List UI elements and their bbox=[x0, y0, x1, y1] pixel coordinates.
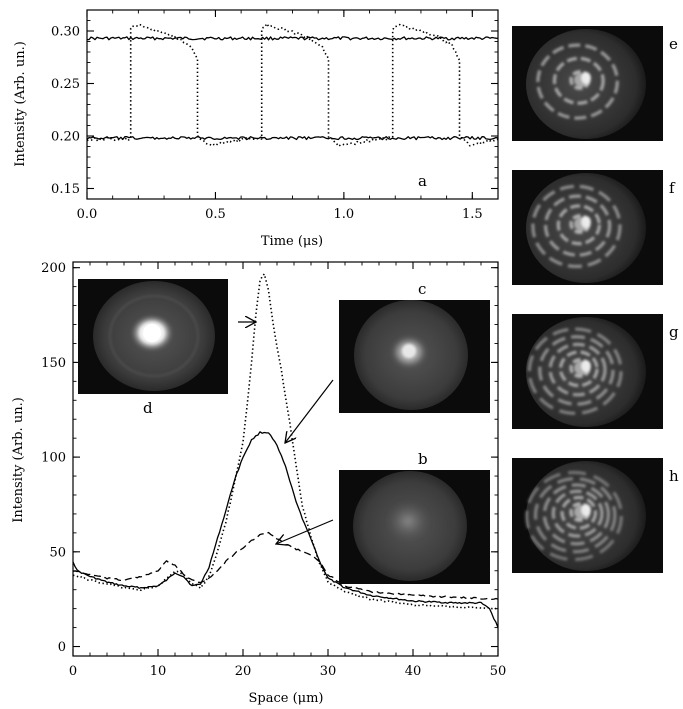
profile-y-tick-label: 0 bbox=[58, 640, 66, 655]
speckle-photos: e f g h bbox=[512, 26, 679, 573]
profile-x-tick-label: 40 bbox=[405, 664, 422, 679]
profile-series-solid bbox=[72, 431, 499, 628]
arrow-b bbox=[276, 519, 334, 544]
profile-frame bbox=[72, 261, 499, 657]
inset-label-c: c bbox=[418, 280, 426, 298]
profile-x-tick-label: 10 bbox=[150, 664, 167, 679]
profile-x-tick-label: 20 bbox=[235, 664, 252, 679]
panel-a-series-solid bbox=[86, 135, 499, 141]
panel-a-y-tick-label: 0.20 bbox=[51, 130, 80, 145]
panel-a-y-tick-label: 0.15 bbox=[51, 182, 80, 197]
speckle-photo-label-e: e bbox=[669, 35, 678, 53]
profile-series-dotted bbox=[72, 273, 499, 610]
profile-x-tick-label: 30 bbox=[320, 664, 337, 679]
inset-photo-d bbox=[78, 279, 228, 394]
arrow-c bbox=[285, 379, 334, 443]
inset-photo-b bbox=[339, 470, 490, 584]
profile-y-tick-label: 200 bbox=[41, 261, 66, 276]
panel-a-series-solid bbox=[86, 36, 499, 41]
profile-y-tick-label: 100 bbox=[41, 451, 66, 466]
profile-chart: 0 10 20 30 40 50 0 50 100 150 200 Space (μm) Inten… bbox=[11, 261, 506, 706]
panel-a-x-axis-label: Time (μs) bbox=[261, 234, 323, 249]
panel-a-series-dotted bbox=[86, 22, 499, 148]
panel-a-x-tick-label: 0.0 bbox=[77, 207, 98, 222]
panel-a-label: a bbox=[418, 172, 427, 190]
inset-photo-c bbox=[339, 300, 490, 413]
inset-label-d: d bbox=[143, 399, 153, 417]
panel-a-x-tick-label: 0.5 bbox=[205, 207, 226, 222]
panel-a-x-tick-label: 1.0 bbox=[334, 207, 355, 222]
panel-a-x-tick-label: 1.5 bbox=[462, 207, 483, 222]
speckle-photo-e bbox=[512, 26, 663, 141]
speckle-photo-h bbox=[512, 458, 663, 573]
profile-y-tick-label: 50 bbox=[49, 545, 66, 560]
speckle-photo-label-g: g bbox=[669, 323, 679, 341]
profile-y-tick-label: 150 bbox=[41, 356, 66, 371]
profile-x-tick-label: 50 bbox=[490, 664, 507, 679]
panel-a-y-tick-label: 0.30 bbox=[51, 25, 80, 40]
profile-y-axis-label: Intensity (Arb. un.) bbox=[11, 397, 26, 523]
speckle-photo-label-f: f bbox=[669, 179, 676, 197]
panel-a-y-axis-label: Intensity (Arb. un.) bbox=[13, 41, 28, 167]
panel-a-chart: 0.0 0.5 1.0 1.5 0.15 0.20 0.25 0.30 a Time (μs)… bbox=[13, 9, 499, 249]
speckle-photo-g bbox=[512, 314, 663, 429]
speckle-photo-label-h: h bbox=[669, 467, 679, 485]
profile-x-axis-label: Space (μm) bbox=[248, 691, 323, 706]
inset-label-b: b bbox=[418, 450, 428, 468]
panel-a-y-tick-label: 0.25 bbox=[51, 77, 80, 92]
speckle-photo-f bbox=[512, 170, 663, 285]
profile-x-tick-label: 0 bbox=[69, 664, 77, 679]
